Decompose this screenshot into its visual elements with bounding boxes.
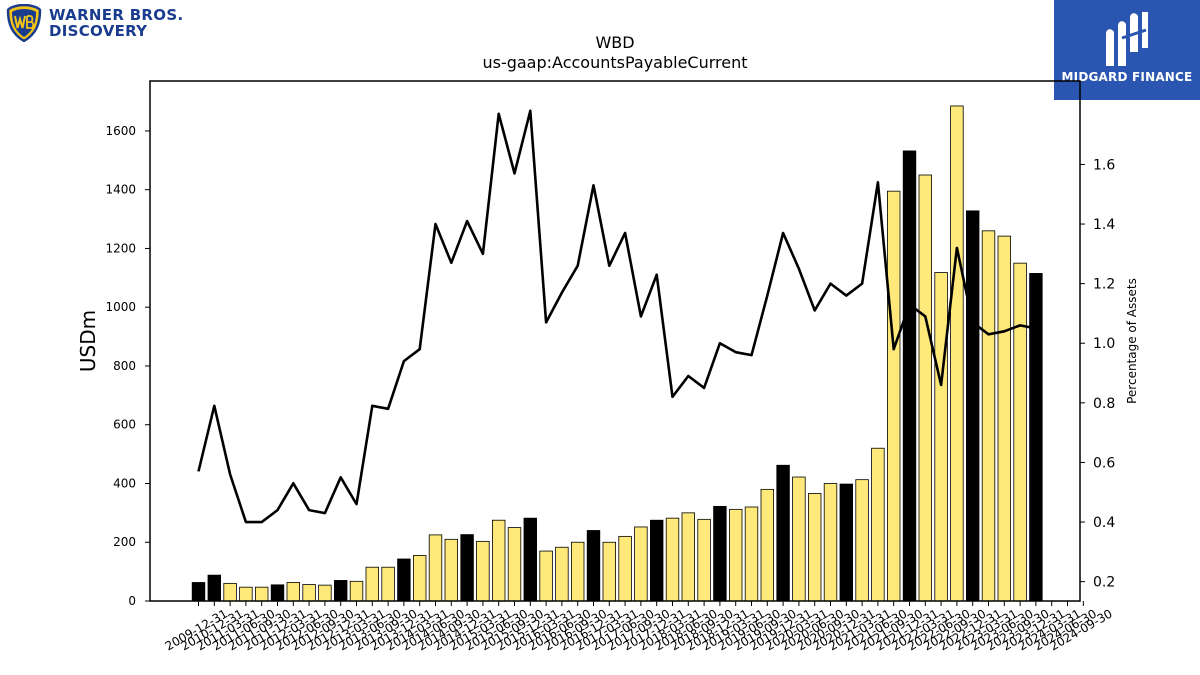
- y-tick-label: 1600: [105, 124, 136, 138]
- y-tick-label: 0: [128, 594, 136, 608]
- bar-2023-03-31: [981, 230, 996, 602]
- bar-2019-12-31: [776, 464, 790, 602]
- bar-2018-09-30: [697, 518, 711, 602]
- bar-2022-09-30: [950, 105, 964, 602]
- bar-2016-03-31: [539, 550, 553, 602]
- midgard-wordmark: MIDGARD FINANCE: [1061, 70, 1193, 84]
- bar-2014-12-31: [460, 534, 474, 602]
- y2-tick-label: 0.4: [1093, 515, 1115, 531]
- bar-2022-03-31: [918, 174, 933, 602]
- wbd-wordmark-line-1: WARNER BROS.: [49, 6, 184, 24]
- y-tick-label: 1400: [105, 183, 136, 197]
- bar-2022-12-31: [966, 210, 980, 602]
- bar-2019-06-30: [744, 506, 759, 602]
- bar-2013-03-31: [349, 580, 364, 602]
- x-axis-ticks: 2009-12-312010-12-312011-03-312011-06-30…: [163, 601, 1115, 653]
- bar-2013-09-30: [381, 566, 395, 602]
- bars-group: [191, 105, 1043, 602]
- bar-2021-12-31: [902, 150, 917, 602]
- bar-2021-03-31: [855, 479, 869, 602]
- y2-axis-label: Percentage of Assets: [1125, 278, 1139, 404]
- bar-2021-06-30: [871, 447, 885, 602]
- bar-2017-12-31: [650, 519, 664, 602]
- chart-subtitle: us-gaap:AccountsPayableCurrent: [482, 53, 747, 72]
- bar-2023-12-31: [1029, 273, 1043, 602]
- y-axis-label: USDm: [76, 310, 100, 372]
- bar-2011-03-31: [223, 582, 237, 602]
- bar-2015-03-31: [476, 540, 490, 602]
- bar-2013-12-31: [397, 558, 411, 602]
- bar-2020-12-31: [839, 483, 854, 602]
- y-tick-label: 600: [113, 418, 136, 432]
- wbd-wordmark: WARNER BROS. DISCOVERY: [49, 7, 183, 39]
- y2-tick-label: 0.2: [1093, 575, 1115, 591]
- y2-tick-label: 0.8: [1093, 396, 1115, 412]
- bar-2012-12-31: [333, 580, 348, 602]
- y-tick-label: 800: [113, 359, 136, 373]
- wbd-wordmark-line-2: DISCOVERY: [49, 22, 148, 40]
- bar-2019-09-30: [760, 488, 775, 602]
- bar-2018-03-31: [665, 517, 680, 602]
- bar-2009-12-31: [191, 582, 206, 602]
- bar-2013-06-30: [365, 566, 380, 602]
- y-tick-label: 200: [113, 535, 136, 549]
- line-group: [197, 109, 1037, 524]
- warner-bros-discovery-logo: WARNER BROS. DISCOVERY: [6, 4, 196, 44]
- bar-2020-03-31: [792, 476, 806, 602]
- bar-2017-09-30: [634, 526, 648, 602]
- bar-2023-09-30: [1013, 262, 1027, 602]
- y2-tick-label: 1.2: [1093, 277, 1115, 293]
- y-axis-ticks: 0 200 400 600 800 1000 1200 1400 1600: [105, 124, 150, 608]
- bar-2011-09-30: [254, 586, 269, 602]
- bar-2012-09-30: [318, 584, 332, 602]
- bar-2016-12-31: [586, 530, 601, 602]
- bar-2020-09-30: [823, 483, 838, 602]
- bar-2023-06-30: [997, 235, 1012, 602]
- y2-tick-label: 0.6: [1093, 455, 1115, 471]
- y2-tick-label: 1.4: [1093, 217, 1115, 233]
- y2-tick-label: 1.6: [1093, 157, 1115, 173]
- bar-2010-12-31: [207, 574, 222, 602]
- y-tick-label: 400: [113, 476, 136, 490]
- bar-2018-12-31: [713, 505, 727, 602]
- bar-2018-06-30: [681, 512, 696, 602]
- chart-title: WBD: [595, 33, 634, 52]
- bar-2012-06-30: [302, 584, 316, 602]
- plot-frame: [149, 80, 1081, 602]
- y2-tick-label: 1.0: [1093, 336, 1115, 352]
- bar-2011-12-31: [270, 584, 285, 602]
- bar-2011-06-30: [239, 586, 253, 602]
- bar-2017-06-30: [618, 535, 632, 602]
- bar-2021-09-30: [887, 190, 901, 602]
- bar-2014-06-30: [428, 534, 443, 602]
- bar-2022-06-30: [934, 272, 948, 602]
- bar-2016-09-30: [571, 541, 585, 602]
- bar-2015-12-31: [523, 517, 538, 602]
- y-tick-label: 1000: [105, 300, 136, 314]
- y-tick-label: 1200: [105, 241, 136, 255]
- bar-2017-03-31: [602, 541, 617, 602]
- wbd-shield-icon: [6, 4, 42, 42]
- y2-axis-ticks: 0.2 0.4 0.6 0.8 1.0 1.2 1.4 1.6: [1080, 157, 1115, 591]
- midgard-finance-logo: MIDGARD FINANCE: [1054, 0, 1200, 100]
- series-line-percentage-of-assets: [197, 109, 1037, 524]
- bar-2015-09-30: [507, 527, 522, 602]
- midgard-mark-icon: [1106, 12, 1148, 66]
- bar-2014-03-31: [412, 555, 427, 602]
- bar-2020-06-30: [808, 493, 822, 602]
- bar-2014-09-30: [444, 538, 459, 602]
- bar-2016-06-30: [555, 546, 569, 602]
- bar-2019-03-31: [729, 508, 743, 602]
- bar-2012-03-31: [286, 582, 301, 602]
- bar-2015-06-30: [491, 519, 506, 602]
